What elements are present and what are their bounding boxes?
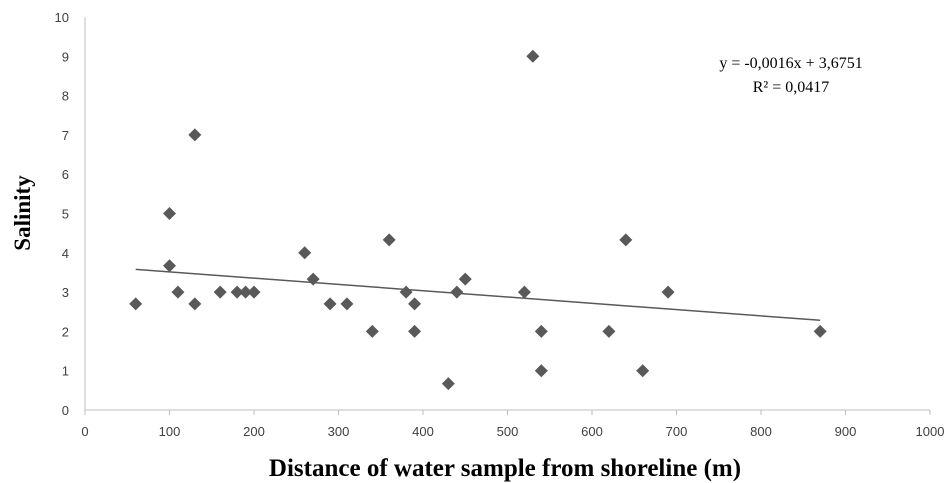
- x-tick-label: 200: [243, 424, 265, 439]
- data-point: [239, 285, 253, 299]
- trendline-group: [135, 268, 821, 322]
- axes: [84, 17, 930, 411]
- data-point: [323, 297, 337, 311]
- data-point: [526, 49, 540, 63]
- x-axis-title: Distance of water sample from shoreline …: [269, 455, 741, 482]
- y-tick-label: 5: [62, 207, 69, 222]
- data-point: [340, 297, 354, 311]
- data-point: [517, 285, 531, 299]
- trendline-r-squared: R² = 0,0417: [753, 79, 830, 96]
- y-tick-labels: 0 1 2 3 4 5 6 7 8 9 10: [55, 10, 69, 418]
- data-point: [441, 377, 455, 391]
- data-point: [188, 297, 202, 311]
- data-point: [247, 285, 261, 299]
- data-point: [298, 246, 312, 260]
- y-tick-label: 4: [62, 246, 69, 261]
- data-point: [306, 272, 320, 286]
- data-point: [813, 324, 827, 338]
- y-tick-label: 0: [62, 403, 69, 418]
- y-tick-label: 2: [62, 324, 69, 339]
- data-point: [365, 324, 379, 338]
- data-point: [619, 233, 633, 247]
- x-tick-label: 800: [750, 424, 772, 439]
- data-point: [230, 285, 244, 299]
- data-point: [129, 297, 143, 311]
- data-point: [163, 259, 176, 273]
- y-tick-label: 8: [62, 89, 69, 104]
- data-point: [399, 285, 413, 299]
- data-point: [602, 324, 616, 338]
- data-point: [213, 285, 227, 299]
- data-point: [661, 285, 675, 299]
- data-point: [408, 297, 422, 311]
- y-tick-label: 7: [62, 128, 69, 143]
- data-point: [163, 207, 176, 220]
- data-point: [171, 285, 185, 299]
- data-point: [534, 364, 548, 378]
- x-tick-label: 1000: [916, 424, 945, 439]
- x-tick-label: 700: [666, 424, 688, 439]
- data-point: [408, 324, 422, 338]
- data-point: [450, 285, 464, 299]
- data-point: [382, 233, 396, 247]
- trendline: [135, 268, 821, 322]
- trendline-equation: y = -0,0016x + 3,6751: [719, 55, 862, 72]
- x-tick-label: 100: [159, 424, 181, 439]
- x-tick-label: 600: [581, 424, 603, 439]
- x-tick-label: 400: [412, 424, 434, 439]
- y-tick-label: 6: [62, 167, 69, 182]
- data-points: [129, 49, 827, 391]
- x-tick-labels: 0 100 200 300 400 500 600 700 800 900 1000: [81, 410, 944, 439]
- y-tick-label: 1: [62, 364, 69, 379]
- x-tick-label: 500: [497, 424, 519, 439]
- x-tick-label: 0: [81, 424, 88, 439]
- data-point: [636, 364, 650, 378]
- y-tick-label: 10: [55, 10, 69, 25]
- x-tick-label: 300: [328, 424, 350, 439]
- data-point: [458, 272, 472, 286]
- data-point: [188, 128, 202, 142]
- y-axis-title: Salinity: [10, 175, 35, 251]
- y-tick-label: 3: [62, 285, 69, 300]
- y-tick-label: 9: [62, 49, 69, 64]
- x-tick-label: 900: [835, 424, 857, 439]
- data-point: [534, 324, 548, 338]
